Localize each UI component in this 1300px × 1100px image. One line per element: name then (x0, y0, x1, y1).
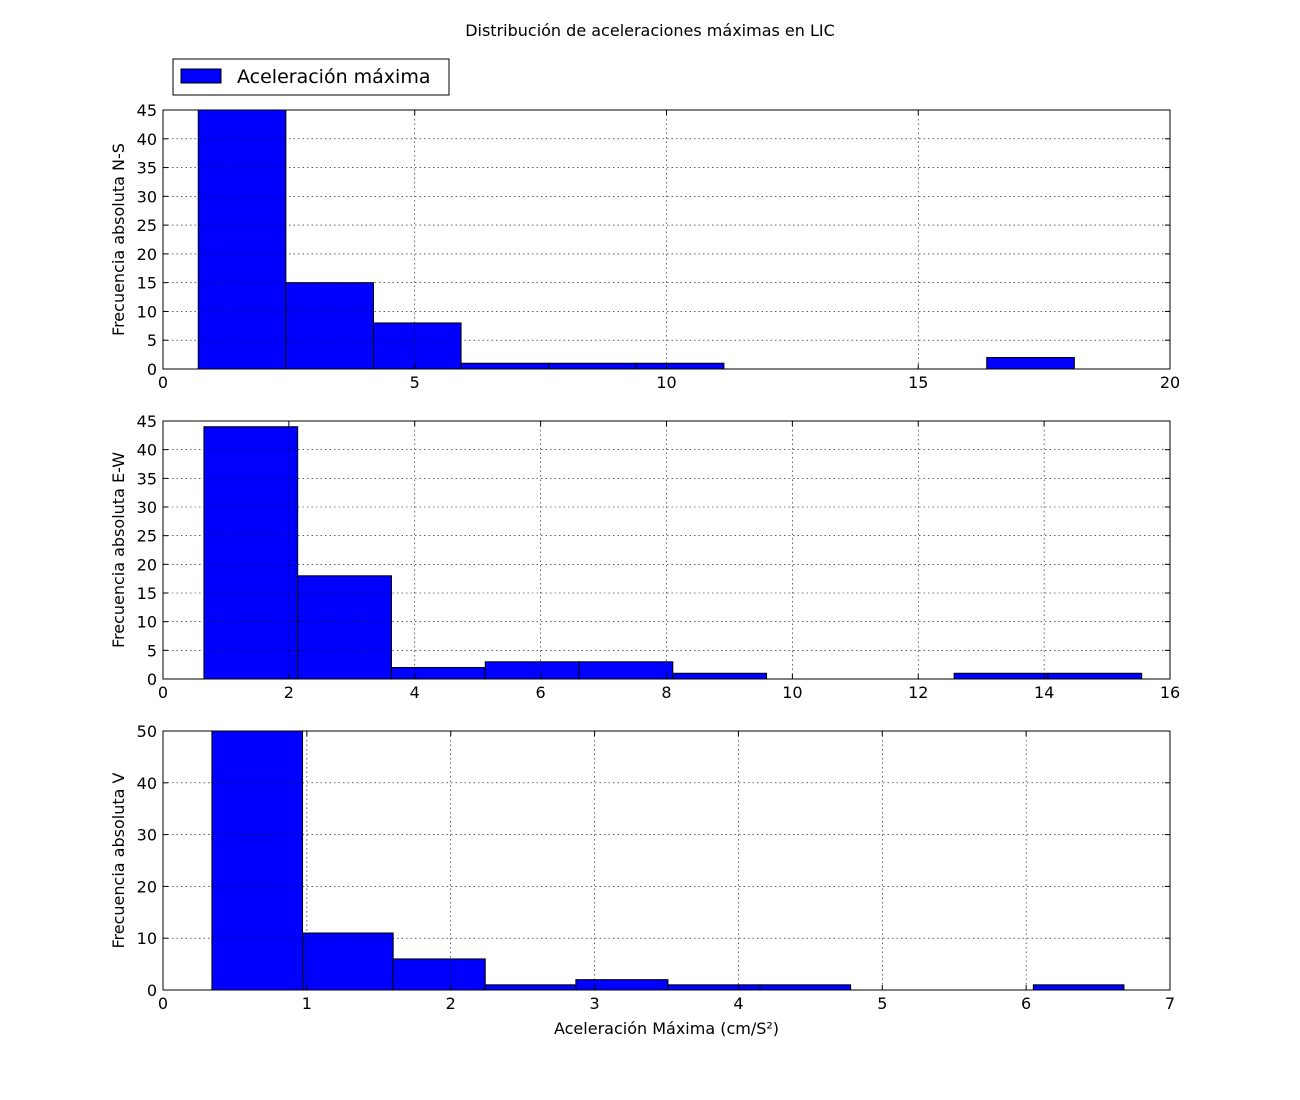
histogram-bar (302, 932, 394, 991)
y-tick-label: 25 (137, 527, 157, 546)
histogram-bar (211, 730, 304, 991)
histogram-bar (672, 672, 768, 680)
x-tick-label: 0 (158, 373, 168, 392)
y-tick-label: 15 (137, 274, 157, 293)
y-tick-label: 40 (137, 441, 157, 460)
histogram-bar (548, 362, 637, 370)
y-axis-label: Frecuencia absoluta E-W (109, 452, 128, 648)
histogram-bar (635, 362, 725, 370)
x-tick-label: 6 (536, 683, 546, 702)
y-tick-label: 40 (137, 130, 157, 149)
x-tick-label: 10 (782, 683, 802, 702)
x-tick-label: 6 (1021, 994, 1031, 1013)
histogram-bar (953, 672, 1049, 680)
legend-swatch (180, 68, 222, 84)
histogram-bar (667, 984, 761, 991)
histogram-bar (759, 984, 852, 991)
x-tick-label: 0 (158, 994, 168, 1013)
x-tick-label: 5 (877, 994, 887, 1013)
histogram-bar (1032, 984, 1125, 991)
y-tick-label: 5 (147, 641, 157, 660)
x-tick-label: 20 (1160, 373, 1180, 392)
x-tick-label: 10 (656, 373, 676, 392)
y-tick-label: 30 (137, 187, 157, 206)
y-tick-label: 50 (137, 722, 157, 741)
legend: Aceleración máxima (172, 58, 450, 96)
x-tick-label: 8 (661, 683, 671, 702)
y-tick-label: 20 (137, 245, 157, 264)
histogram-bar (484, 984, 577, 991)
x-tick-label: 7 (1165, 994, 1175, 1013)
histogram-bar (203, 426, 299, 680)
histogram-bar (297, 575, 392, 680)
x-tick-label: 4 (410, 683, 420, 702)
x-tick-label: 2 (284, 683, 294, 702)
histogram-bar (575, 979, 669, 991)
x-axis-label: Aceleración Máxima (cm/S²) (554, 1019, 779, 1038)
y-tick-label: 0 (147, 360, 157, 379)
histogram-bar (285, 282, 374, 370)
y-tick-label: 15 (137, 584, 157, 603)
y-tick-label: 10 (137, 613, 157, 632)
x-tick-label: 0 (158, 683, 168, 702)
y-tick-label: 45 (137, 101, 157, 120)
histogram-bar (460, 362, 550, 370)
subplot-3: 0 1 2 3 4 5 6 7 0 10 20 30 40 50 Frecuencia absoluta V… (109, 722, 1175, 1038)
y-tick-label: 0 (147, 670, 157, 689)
histogram-bar (1047, 672, 1143, 680)
x-tick-label: 12 (908, 683, 928, 702)
y-tick-label: 20 (137, 555, 157, 574)
y-tick-label: 0 (147, 981, 157, 1000)
x-tick-label: 4 (733, 994, 743, 1013)
histogram-bar (390, 667, 486, 680)
x-tick-label: 14 (1034, 683, 1054, 702)
subplot-2: 0 2 4 6 8 10 12 14 16 0 5 10 15 20 25 30 35 40 45 Frecuenci… (109, 412, 1180, 702)
y-tick-label: 5 (147, 331, 157, 350)
axes-frame (162, 730, 1171, 991)
y-tick-label: 30 (137, 826, 157, 845)
histogram-bar (197, 109, 287, 370)
histogram-bar (986, 356, 1075, 370)
x-tick-label: 15 (908, 373, 928, 392)
figure-title: Distribución de aceleraciones máximas en… (465, 21, 835, 40)
y-tick-label: 10 (137, 302, 157, 321)
histogram-bar (578, 661, 674, 680)
y-axis-label: Frecuencia absoluta N-S (109, 143, 128, 336)
subplot-1: 0 5 10 15 20 0 5 10 15 20 25 30 35 40 45 Frecuencia abs… (109, 101, 1180, 392)
y-tick-label: 45 (137, 412, 157, 431)
histogram-bar (484, 661, 580, 680)
x-tick-label: 2 (446, 994, 456, 1013)
y-tick-label: 35 (137, 469, 157, 488)
y-tick-label: 20 (137, 877, 157, 896)
legend-label: Aceleración máxima (237, 66, 430, 88)
x-tick-label: 5 (410, 373, 420, 392)
y-tick-label: 30 (137, 498, 157, 517)
histogram-bar (372, 322, 462, 370)
y-tick-label: 40 (137, 774, 157, 793)
y-axis-label: Frecuencia absoluta V (109, 772, 128, 948)
y-tick-label: 25 (137, 216, 157, 235)
y-tick-label: 10 (137, 929, 157, 948)
histogram-bar (392, 958, 486, 991)
x-tick-label: 3 (589, 994, 599, 1013)
x-tick-label: 16 (1160, 683, 1180, 702)
y-tick-label: 35 (137, 159, 157, 178)
x-tick-label: 1 (302, 994, 312, 1013)
